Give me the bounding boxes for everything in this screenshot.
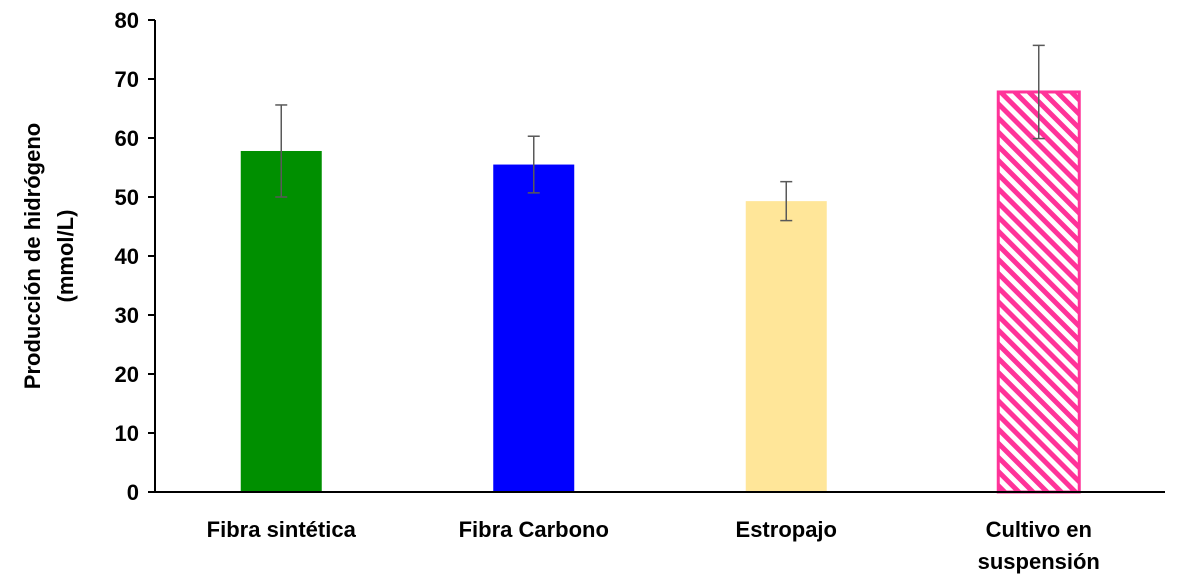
y-axis-title-line: Producción de hidrógeno	[20, 123, 45, 389]
x-category-label: suspensión	[978, 549, 1100, 574]
y-tick-label: 70	[115, 67, 139, 92]
y-tick-label: 50	[115, 185, 139, 210]
y-axis-ticks: 0 10 20 30 40 50 60 70 80	[115, 8, 155, 505]
y-tick-label: 0	[127, 480, 139, 505]
bar	[996, 90, 1081, 494]
bar	[240, 150, 322, 493]
x-category-label: Fibra sintética	[207, 517, 357, 542]
y-tick-label: 80	[115, 8, 139, 33]
axes	[154, 20, 1165, 493]
y-tick-label: 60	[115, 126, 139, 151]
y-axis-title-line: (mmol/L)	[53, 210, 78, 303]
error-bars	[275, 44, 1045, 222]
x-category-label: Estropajo	[736, 517, 837, 542]
y-tick-label: 40	[115, 244, 139, 269]
x-category-label: Cultivo en	[986, 517, 1092, 542]
x-category-label: Fibra Carbono	[459, 517, 609, 542]
bar	[493, 164, 575, 493]
y-axis-title: Producción de hidrógeno (mmol/L)	[20, 123, 78, 389]
y-tick-label: 30	[115, 303, 139, 328]
bars	[240, 90, 1081, 494]
bar	[745, 201, 827, 492]
x-axis-labels: Fibra sintética Fibra Carbono Estropajo Cul…	[207, 517, 1100, 574]
y-tick-label: 10	[115, 421, 139, 446]
y-tick-label: 20	[115, 362, 139, 387]
